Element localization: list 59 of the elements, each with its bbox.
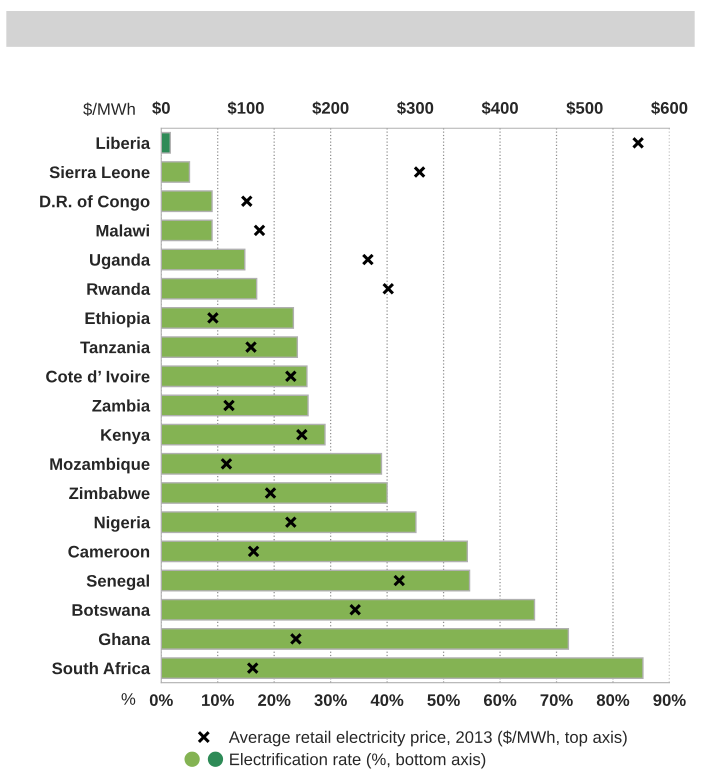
y-tick-label: Kenya xyxy=(101,429,150,444)
y-tick-label: Cote d’ Ivoire xyxy=(46,370,150,382)
x-tick-label: 70% xyxy=(540,694,573,706)
x-tick-label: 0% xyxy=(150,694,173,706)
x2-tick-label: $500 xyxy=(566,101,603,115)
point xyxy=(220,458,233,470)
y-tick-label: Senegal xyxy=(86,574,149,590)
point xyxy=(413,166,426,178)
y-tick-label: D.R. of Congo xyxy=(40,195,150,211)
y-tick-label: Mozambique xyxy=(50,458,150,474)
y-tick-label: Tanzania xyxy=(80,341,150,354)
point xyxy=(296,428,308,441)
y-tick-label: Liberia xyxy=(96,136,150,150)
point xyxy=(362,253,374,266)
point xyxy=(349,604,362,616)
x-tick-label: 50% xyxy=(427,694,460,706)
x-tick-label: 90% xyxy=(653,694,686,706)
legend-label: Average retail electricity price, 2013 ($/MWh, top axis) xyxy=(228,730,627,746)
point xyxy=(240,195,253,208)
y-tick-label: Uganda xyxy=(90,254,150,270)
point xyxy=(632,136,644,150)
y-tick-label: Ethiopia xyxy=(86,312,150,328)
y-tick-label: Ghana xyxy=(98,632,150,646)
x2-tick-label: $200 xyxy=(312,101,348,115)
point xyxy=(253,224,266,237)
point xyxy=(206,312,220,324)
y-tick-label: Cameroon xyxy=(68,546,150,558)
point xyxy=(222,399,236,412)
point xyxy=(284,516,298,528)
y-tick-label: Zambia xyxy=(92,399,150,412)
x-tick-label: 30% xyxy=(314,694,347,706)
y-tick-label: Zimbabwe xyxy=(69,486,150,500)
y-tick-label: South Africa xyxy=(52,662,150,674)
x2-tick-label: $600 xyxy=(651,101,688,115)
x-tick-label: 40% xyxy=(370,694,404,706)
point xyxy=(264,486,277,500)
x2-tick-label: $0 xyxy=(152,101,170,115)
point xyxy=(393,574,406,587)
y-tick-label: Sierra Leone xyxy=(50,166,150,178)
legend-label: Electrification rate (%, bottom axis) xyxy=(230,752,486,769)
y-tick-label: Malawi xyxy=(96,224,149,237)
point xyxy=(290,632,302,646)
x2-tick-label: $300 xyxy=(397,101,434,115)
point xyxy=(382,282,394,295)
point xyxy=(246,662,259,674)
x-tick-label: 60% xyxy=(484,694,516,706)
x-tick-label: 20% xyxy=(258,694,290,706)
y-tick-label: Nigeria xyxy=(94,516,150,532)
x-axis-title: % xyxy=(122,693,136,705)
x2-tick-label: $400 xyxy=(482,101,518,115)
x-tick-label: 80% xyxy=(596,694,630,706)
point xyxy=(244,340,258,354)
x2-axis-title: $/MWh xyxy=(83,102,135,116)
x-tick-label: 10% xyxy=(202,694,234,706)
point xyxy=(247,545,260,558)
y-tick-label: Rwanda xyxy=(87,282,150,295)
point xyxy=(284,370,298,382)
y-tick-label: Botswana xyxy=(72,604,150,616)
x2-tick-label: $100 xyxy=(228,101,264,115)
